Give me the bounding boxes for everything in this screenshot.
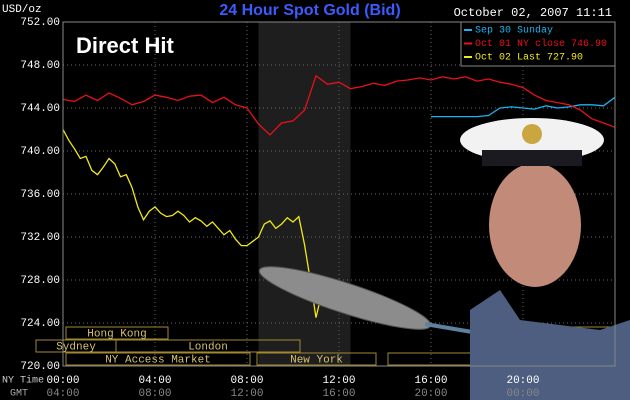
y-tick-label: 728.00 bbox=[20, 275, 60, 287]
x-tick-label: 16:00 bbox=[414, 375, 447, 387]
series-line bbox=[431, 96, 616, 118]
cap-band bbox=[482, 150, 582, 166]
x2-tick-label: 20:00 bbox=[414, 388, 447, 400]
x2-tick-label: 12:00 bbox=[230, 388, 263, 400]
y-tick-label: 748.00 bbox=[20, 60, 60, 72]
series-line bbox=[62, 74, 616, 136]
portrait bbox=[460, 118, 604, 287]
y-tick-label: 724.00 bbox=[20, 318, 60, 330]
session-box bbox=[65, 326, 169, 340]
plot-frame bbox=[62, 21, 616, 367]
x-tick-label: 00:00 bbox=[46, 375, 79, 387]
legend-box bbox=[460, 21, 616, 67]
y-tick-label: 736.00 bbox=[20, 189, 60, 201]
x-axis-label: NY Time bbox=[2, 375, 44, 387]
legend-label: Oct 01 NY close 746.90 bbox=[475, 38, 607, 50]
session-label: Hong Kong bbox=[87, 328, 146, 340]
x2-tick-label: 04:00 bbox=[46, 388, 79, 400]
x2-tick-label: 00:00 bbox=[506, 388, 539, 400]
session-label: Sydney bbox=[56, 341, 96, 353]
legend-label: Oct 02 Last 727.90 bbox=[475, 53, 583, 64]
x-tick-label: 12:00 bbox=[322, 375, 355, 387]
y-tick-label: 744.00 bbox=[20, 103, 60, 115]
shaded-band bbox=[258, 22, 351, 366]
annotation: Direct Hit bbox=[76, 33, 174, 58]
series-line bbox=[62, 129, 328, 318]
y-tick-label: 740.00 bbox=[20, 146, 60, 158]
x-tick-label: 04:00 bbox=[138, 375, 171, 387]
submarine bbox=[470, 290, 630, 400]
session-label: NY Access Market bbox=[105, 354, 211, 366]
session-box bbox=[65, 352, 251, 366]
y-tick-label: 732.00 bbox=[20, 232, 60, 244]
x2-tick-label: 16:00 bbox=[322, 388, 355, 400]
x-tick-label: 20:00 bbox=[506, 375, 539, 387]
session-label: New York bbox=[290, 354, 343, 366]
chart-title: 24 Hour Spot Gold (Bid) bbox=[219, 2, 400, 19]
x2-tick-label: 08:00 bbox=[138, 388, 171, 400]
y-tick-label: 752.00 bbox=[20, 17, 60, 29]
session-label: London bbox=[188, 341, 228, 353]
legend-label: Sep 30 Sunday bbox=[475, 25, 553, 37]
x2-axis-label: GMT bbox=[10, 389, 28, 400]
session-box bbox=[115, 339, 301, 353]
cap-badge bbox=[522, 124, 542, 144]
session-box bbox=[256, 352, 377, 366]
y-axis-label: USD/oz bbox=[2, 4, 42, 16]
lines bbox=[62, 74, 616, 318]
labels: 720.00 724.00 728.00 732.00 736.00 740.00 744.… bbox=[20, 17, 539, 400]
face bbox=[489, 163, 581, 287]
timestamp: October 02, 2007 11:11 bbox=[454, 6, 612, 20]
y-tick-label: 720.00 bbox=[20, 361, 60, 373]
x-tick-label: 08:00 bbox=[230, 375, 263, 387]
